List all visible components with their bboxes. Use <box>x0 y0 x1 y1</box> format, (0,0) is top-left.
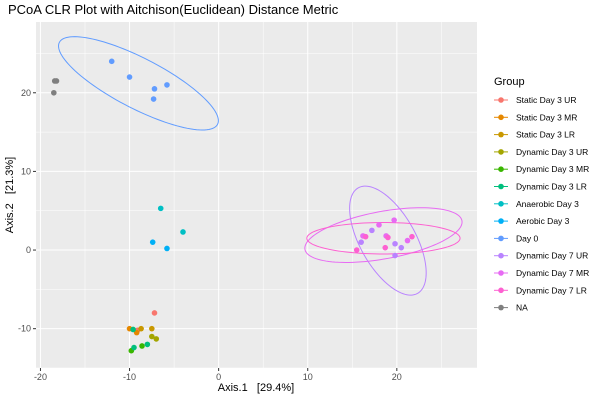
data-point <box>131 344 137 351</box>
legend-label: Static Day 3 UR <box>516 95 576 105</box>
legend-label: Dynamic Day 3 UR <box>516 147 588 157</box>
data-point <box>362 233 369 240</box>
legend-label: Aerobic Day 3 <box>516 216 570 226</box>
legend-label: Dynamic Day 7 UR <box>516 251 588 261</box>
data-point <box>157 205 164 212</box>
confidence-ellipses <box>58 36 463 296</box>
legend-key <box>498 131 504 138</box>
data-point <box>358 239 364 245</box>
data-point <box>144 341 151 348</box>
legend-label: Static Day 3 MR <box>516 112 577 122</box>
ellipse-dynamic-day-7-ur <box>349 185 427 296</box>
legend-label: Dynamic Day 7 LR <box>516 285 587 295</box>
y-tick-label: 0 <box>26 245 31 255</box>
data-point <box>126 74 133 80</box>
data-point <box>108 58 115 65</box>
ellipse-dynamic-day-7-lr <box>306 222 461 255</box>
y-tick-label: 10 <box>21 166 31 176</box>
legend-key <box>498 252 504 259</box>
legend-label: Static Day 3 LR <box>516 130 575 140</box>
x-axis: -20 -10 0 10 20 <box>34 368 402 382</box>
legend: Group Static Day 3 UR Static Day 3 MR Stat… <box>494 76 589 313</box>
x-tick-label: -20 <box>34 372 47 382</box>
data-point <box>404 237 411 244</box>
data-point <box>409 233 415 240</box>
legend-key <box>498 304 504 311</box>
data-point <box>130 326 136 333</box>
y-tick-label: -10 <box>18 324 31 334</box>
x-axis-label: Axis.1 [29.4%] <box>218 382 294 394</box>
data-point <box>391 217 397 223</box>
legend-key <box>498 183 504 190</box>
data-point <box>149 239 156 245</box>
ellipse-dynamic-day-7-mr <box>304 207 463 263</box>
data-point <box>353 247 360 253</box>
x-tick-label: 0 <box>216 372 221 382</box>
data-point <box>139 343 145 349</box>
data-point <box>385 234 391 241</box>
data-point <box>164 245 170 252</box>
legend-key <box>498 166 504 172</box>
data-points <box>51 58 415 354</box>
legend-label: Dynamic Day 3 MR <box>516 164 589 174</box>
legend-label: Dynamic Day 3 LR <box>516 182 587 192</box>
data-point <box>382 244 389 251</box>
data-point <box>150 96 157 102</box>
data-point <box>149 325 155 332</box>
x-tick-label: 20 <box>392 372 402 382</box>
data-point <box>151 86 158 92</box>
legend-key <box>498 97 504 103</box>
legend-key <box>498 287 504 294</box>
plot-panel <box>36 22 477 368</box>
data-point <box>164 82 170 88</box>
data-point <box>376 222 382 228</box>
data-point <box>151 310 158 316</box>
data-point <box>138 325 144 332</box>
legend-title: Group <box>494 76 525 88</box>
legend-key <box>498 270 504 276</box>
data-point <box>392 252 398 259</box>
data-point <box>53 78 60 84</box>
data-point <box>369 227 375 234</box>
legend-label: Dynamic Day 7 MR <box>516 268 589 278</box>
legend-key <box>498 201 504 207</box>
legend-key <box>498 218 504 224</box>
data-point <box>392 240 398 247</box>
data-point <box>180 229 186 235</box>
legend-key <box>498 114 504 121</box>
data-point <box>398 244 405 251</box>
y-tick-label: 20 <box>21 88 31 98</box>
x-tick-label: 10 <box>303 372 313 382</box>
data-point <box>149 333 155 340</box>
y-axis: -10 0 10 20 <box>18 88 36 334</box>
legend-key <box>498 235 504 242</box>
ellipse-day-0 <box>58 36 219 131</box>
legend-label: Anaerobic Day 3 <box>516 199 579 209</box>
legend-label: NA <box>516 303 528 313</box>
legend-key <box>498 149 504 155</box>
grid-minor <box>36 22 477 369</box>
x-tick-label: -10 <box>123 372 136 382</box>
y-axis-label: Axis.2 [21.3%] <box>4 157 16 233</box>
legend-label: Day 0 <box>516 233 538 243</box>
data-point <box>153 336 160 342</box>
data-point <box>51 89 57 96</box>
chart-title: PCoA CLR Plot with Aitchison(Euclidean) … <box>8 2 339 17</box>
